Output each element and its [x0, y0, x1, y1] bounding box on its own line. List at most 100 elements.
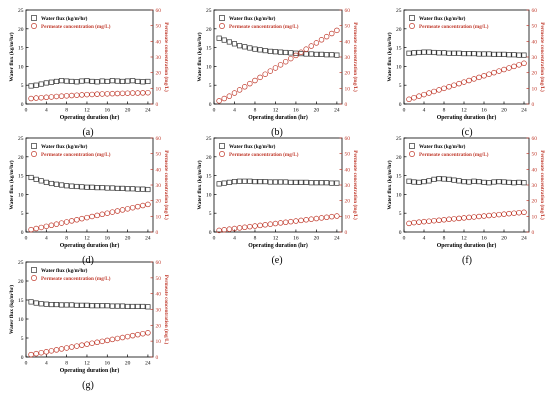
water-flux-point: [104, 78, 110, 84]
water-flux-point: [501, 51, 507, 57]
permeate-concentration-point: [491, 212, 497, 218]
permeate-concentration-point: [451, 216, 457, 222]
y-right-axis-title: Permeate concentration (mg/L): [163, 22, 170, 92]
water-flux-point: [267, 179, 273, 185]
y-right-tick-label: 20: [156, 199, 162, 205]
permeate-concentration-point: [456, 215, 462, 222]
x-tick-label: 20: [314, 108, 320, 114]
y-right-tick-label: 0: [345, 230, 348, 236]
y-left-tick-label: 0: [21, 102, 24, 108]
y-right-tick-label: 60: [156, 136, 162, 142]
y-right-tick-label: 50: [532, 24, 538, 30]
x-tick-label: 16: [293, 236, 299, 242]
permeate-concentration-point: [94, 339, 100, 346]
x-tick-label: 0: [25, 108, 28, 114]
chart-panel-c: 0 4 8 12 16 20 24 0 5 10 15 20 25 0 10 20 30 40 50 60 Operat…: [386, 8, 546, 121]
water-flux-point: [125, 186, 131, 192]
water-flux-point: [74, 302, 80, 308]
permeate-concentration-point: [58, 93, 65, 99]
x-axis-title: Operating duration (hr): [248, 114, 308, 121]
water-flux-point: [64, 78, 70, 84]
legend-label-permeate-concentration: Permeate concentration (mg/L): [41, 275, 111, 282]
water-flux-point: [283, 49, 289, 56]
permeate-concentration-point: [140, 202, 146, 209]
permeate-concentration-point: [48, 94, 55, 100]
y-left-tick-label: 15: [18, 298, 24, 304]
permeate-concentration-point: [53, 221, 60, 227]
permeate-concentration-point: [236, 87, 243, 93]
permeate-concentration-point: [426, 90, 432, 96]
water-flux-point: [272, 179, 278, 185]
permeate-concentration-point: [406, 220, 412, 227]
water-flux-point: [104, 303, 110, 309]
water-flux-point: [411, 50, 417, 56]
water-flux-point: [288, 50, 294, 56]
permeate-concentration-point: [114, 335, 121, 342]
y-right-tick-label: 60: [156, 8, 162, 14]
water-flux-point: [481, 51, 487, 57]
y-left-tick-label: 0: [209, 230, 212, 236]
y-left-tick-label: 25: [206, 8, 212, 14]
permeate-concentration-point: [247, 80, 253, 87]
water-flux-point: [43, 80, 49, 86]
permeate-concentration-point: [129, 90, 136, 96]
permeate-concentration-point: [446, 216, 452, 223]
water-flux-point: [125, 303, 131, 310]
permeate-concentration-point: [267, 68, 274, 74]
y-right-tick-label: 40: [156, 39, 162, 45]
x-tick-label: 20: [501, 236, 507, 242]
water-flux-point: [125, 78, 131, 84]
y-right-tick-label: 0: [156, 355, 159, 361]
water-flux-point: [119, 185, 126, 191]
water-flux-point: [135, 186, 141, 192]
permeate-concentration-point: [94, 212, 100, 219]
water-flux-point: [145, 78, 151, 84]
y-left-tick-label: 20: [396, 155, 402, 161]
permeate-concentration-point: [471, 76, 477, 82]
permeate-concentration-point: [329, 30, 335, 37]
y-left-tick-label: 0: [21, 355, 24, 361]
x-tick-label: 24: [334, 108, 340, 114]
permeate-concentration-point: [99, 211, 105, 218]
permeate-concentration-point: [221, 95, 227, 102]
permeate-concentration-point: [441, 85, 447, 92]
permeate-concentration-point: [334, 213, 340, 219]
panel-label-a: (a): [82, 127, 94, 138]
permeate-concentration-point: [501, 66, 507, 73]
x-tick-label: 8: [65, 236, 68, 242]
water-flux-point: [94, 79, 100, 85]
permeate-concentration-point: [511, 210, 517, 216]
permeate-concentration-point: [28, 95, 34, 102]
x-tick-label: 24: [521, 236, 527, 242]
water-flux-point: [308, 51, 314, 57]
water-flux-point: [496, 179, 502, 185]
y-left-axis-title: Water flux (kg/m²hr): [196, 32, 203, 81]
permeate-concentration-point: [252, 223, 258, 229]
water-flux-point: [237, 43, 243, 49]
permeate-concentration-point: [421, 91, 427, 98]
legend-label-permeate-concentration: Permeate concentration (mg/L): [41, 151, 111, 158]
permeate-concentration-point: [262, 71, 268, 77]
water-flux-point: [231, 179, 238, 185]
x-tick-label: 12: [273, 236, 279, 242]
permeate-concentration-point: [124, 90, 131, 96]
x-tick-label: 24: [145, 361, 151, 367]
water-flux-point: [145, 304, 151, 310]
y-right-tick-label: 30: [156, 183, 162, 189]
water-flux-point: [298, 179, 304, 185]
y-left-tick-label: 0: [21, 230, 24, 236]
water-flux-point: [247, 45, 253, 51]
y-left-tick-label: 10: [206, 64, 212, 70]
permeate-concentration-point: [99, 91, 105, 97]
permeate-concentration-point: [516, 209, 522, 216]
x-tick-label: 8: [65, 108, 68, 114]
x-tick-label: 20: [125, 361, 131, 367]
y-right-tick-label: 20: [345, 199, 351, 205]
water-flux-point: [491, 179, 497, 185]
x-axis-title: Operating duration (hr): [60, 242, 120, 249]
water-flux-point: [64, 183, 70, 189]
permeate-concentration-point: [38, 94, 44, 101]
permeate-concentration-point: [89, 340, 95, 346]
legend-label-water-flux: Water flux (kg/m²hr): [41, 143, 88, 150]
water-flux-point: [257, 179, 263, 185]
